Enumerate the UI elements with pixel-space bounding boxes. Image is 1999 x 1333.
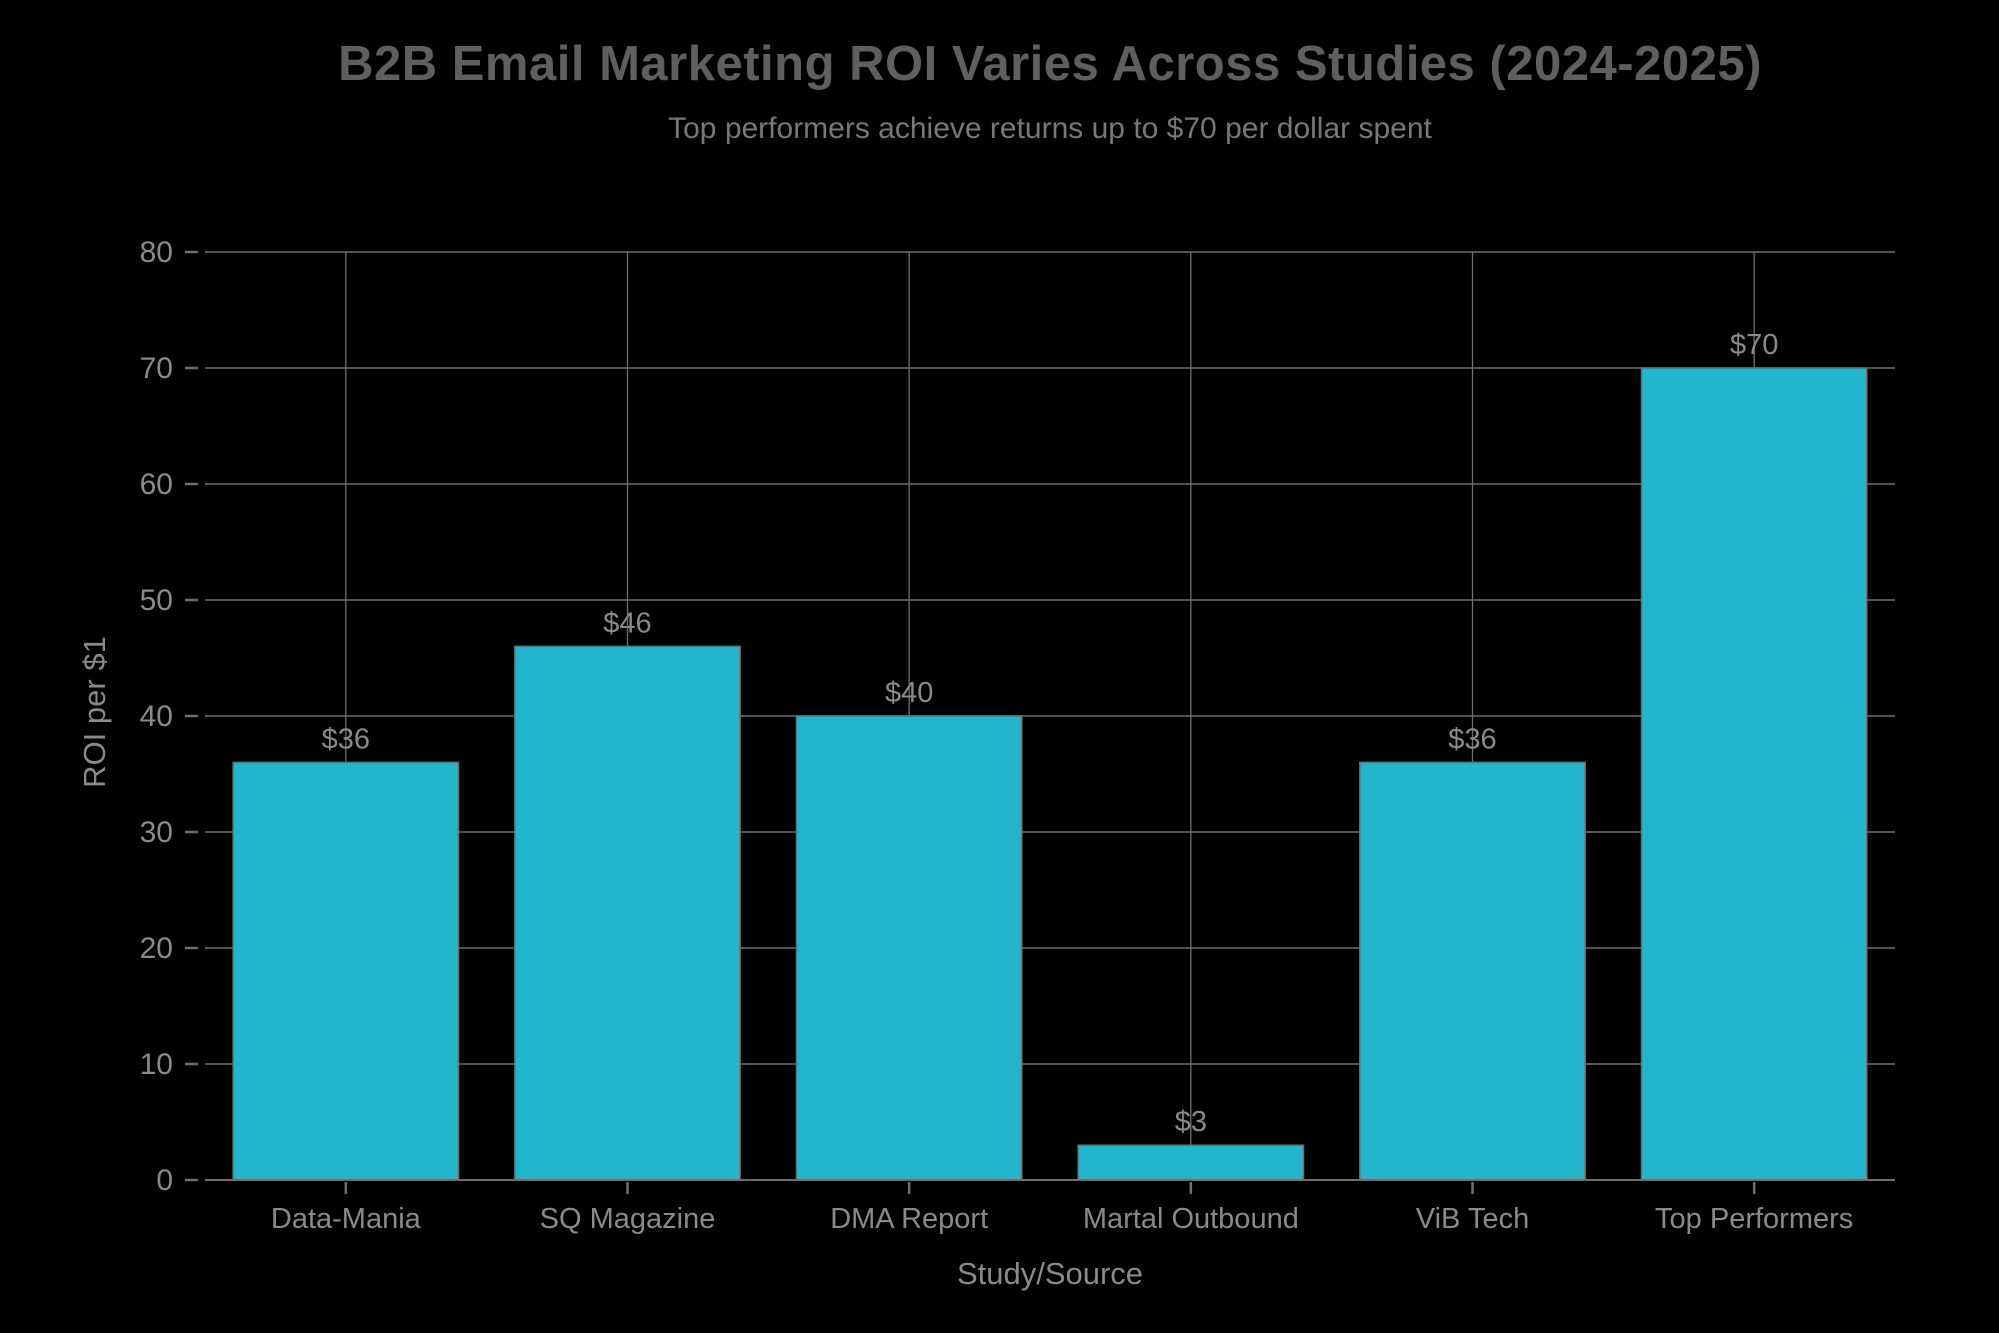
bar-data-mania [232,761,460,1181]
bar-top-performers [1640,367,1868,1181]
x-tick-label: ViB Tech [1416,1203,1529,1235]
x-tick-label: DMA Report [830,1203,988,1235]
bar-sq-magazine [514,645,741,1181]
y-tick-label: 30 [140,816,173,849]
x-axis-label: Study/Source [956,1256,1144,1291]
y-tick-label: 70 [140,352,173,385]
bar-value-label: $3 [1175,1106,1207,1138]
x-tick-label: Martal Outbound [1083,1203,1299,1235]
chart-subtitle: Top performers achieve returns up to $70… [668,112,1432,145]
bar-value-label: $36 [1448,723,1496,755]
chart-title: B2B Email Marketing ROI Varies Across St… [338,37,1762,91]
bar-value-label: $40 [885,677,933,709]
y-tick-label: 20 [140,932,173,965]
bar-vib-tech [1359,761,1586,1181]
y-tick-label: 80 [140,236,173,269]
y-tick-label: 60 [140,468,173,501]
x-tick-label: Data-Mania [271,1203,422,1235]
bar-value-label: $36 [322,723,370,755]
x-tick-label: SQ Magazine [540,1203,716,1235]
y-tick-label: 0 [156,1164,173,1197]
y-tick-label: 50 [140,584,173,617]
y-tick-label: 40 [140,700,173,733]
bar-value-label: $46 [603,607,651,639]
bar-dma-report [795,715,1023,1181]
bar-value-label: $70 [1730,329,1778,361]
y-tick-label: 10 [140,1048,173,1081]
bar-martal-outbound [1077,1144,1305,1181]
x-tick-label: Top Performers [1655,1203,1853,1235]
